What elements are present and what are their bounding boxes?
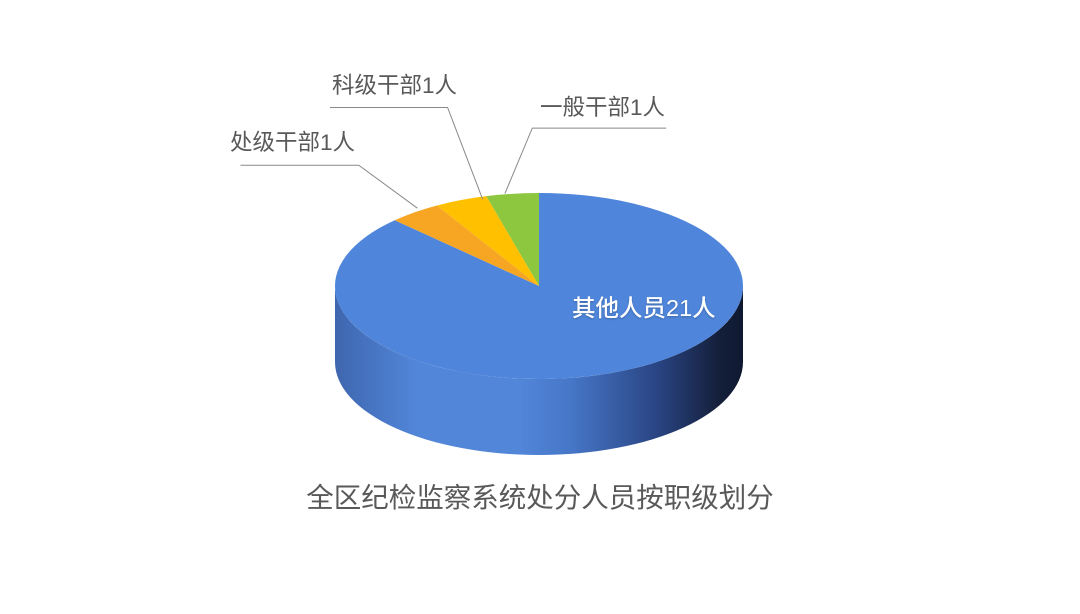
- svg-text:科级干部1人: 科级干部1人: [332, 73, 457, 98]
- svg-text:其他人员21人: 其他人员21人: [572, 295, 716, 321]
- svg-text:全区纪检监察系统处分人员按职级划分: 全区纪检监察系统处分人员按职级划分: [306, 482, 774, 513]
- svg-text:一般干部1人: 一般干部1人: [540, 95, 665, 120]
- svg-text:处级干部1人: 处级干部1人: [230, 130, 355, 155]
